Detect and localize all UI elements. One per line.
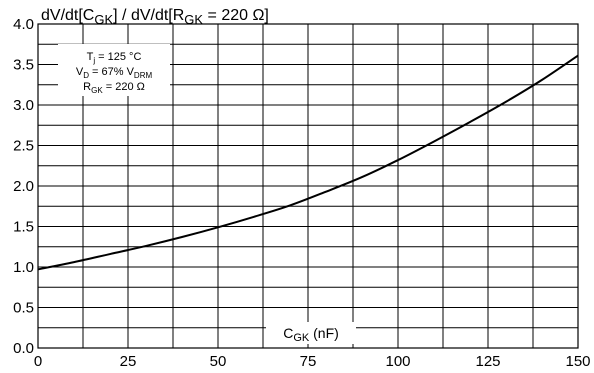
x-axis-label: CGK (nF) <box>266 322 356 344</box>
y-tick-label: 2.0 <box>13 178 34 195</box>
y-tick-label: 1.0 <box>13 259 34 276</box>
y-tick-label: 4.0 <box>13 16 34 33</box>
condition-vd: VD = 67% VDRM <box>76 66 153 80</box>
x-tick-labels: 0 25 50 75 100 125 150 <box>34 353 591 370</box>
y-tick-label: 1.5 <box>13 219 34 236</box>
x-tick-label: 50 <box>210 353 227 370</box>
svg-text:CGK (nF): CGK (nF) <box>283 325 339 344</box>
y-tick-label: 0.0 <box>13 340 34 357</box>
y-tick-label: 3.5 <box>13 57 34 74</box>
plot-frame <box>37 23 579 349</box>
y-tick-labels: 0.0 0.5 1.0 1.5 2.0 2.5 3.0 3.5 4.0 <box>13 16 34 357</box>
x-tick-label: 25 <box>120 353 137 370</box>
conditions-box: Tj = 125 °C VD = 67% VDRM RGK = 220 Ω <box>58 44 170 96</box>
y-tick-label: 0.5 <box>13 300 34 317</box>
x-tick-label: 150 <box>565 353 590 370</box>
y-tick-label: 2.5 <box>13 138 34 155</box>
chart-title: dV/dt[CGK] / dV/dt[RGK = 220 Ω] <box>41 7 269 27</box>
condition-rgk: RGK = 220 Ω <box>83 81 145 95</box>
series-line <box>37 54 579 271</box>
x-tick-label: 125 <box>475 353 500 370</box>
y-tick-label: 3.0 <box>13 97 34 114</box>
x-tick-label: 100 <box>385 353 410 370</box>
x-tick-label: 75 <box>300 353 317 370</box>
x-tick-label: 0 <box>34 353 42 370</box>
grid <box>38 24 578 348</box>
condition-tj: Tj = 125 °C <box>87 51 142 65</box>
